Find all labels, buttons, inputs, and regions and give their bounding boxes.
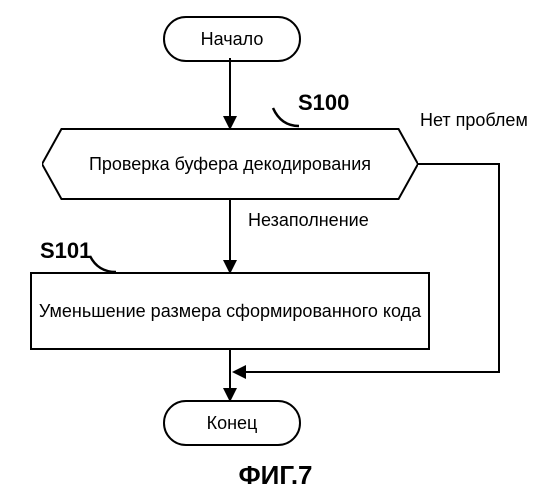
process-s101-label: Уменьшение размера сформированного кода [39, 301, 421, 322]
edge-bypass-down [498, 163, 500, 373]
step-label-s100: S100 [298, 90, 349, 116]
decision-s100: Проверка буфера декодирования [42, 128, 418, 200]
start-label: Начало [201, 29, 264, 50]
terminator-start: Начало [163, 16, 301, 62]
figure-caption: ФИГ.7 [0, 460, 551, 491]
edge-s101-end-line [229, 350, 231, 388]
edge-bypass-arrow [232, 365, 246, 379]
edge-start-s100-line [229, 58, 231, 116]
step-label-s101: S101 [40, 238, 91, 264]
edge-label-no-problems: Нет проблем [420, 110, 528, 131]
edge-s100-s101-line [229, 200, 231, 260]
edge-bypass-top [418, 163, 500, 165]
end-label: Конец [207, 413, 258, 434]
flowchart-canvas: { "layout": { "canvas": { "width": 551, … [0, 0, 551, 500]
edge-label-underfill: Незаполнение [248, 210, 369, 231]
edge-bypass-bottom [242, 371, 500, 373]
process-s101: Уменьшение размера сформированного кода [30, 272, 430, 350]
terminator-end: Конец [163, 400, 301, 446]
decision-s100-label: Проверка буфера декодирования [89, 154, 371, 175]
step-bracket-s100 [271, 104, 301, 130]
